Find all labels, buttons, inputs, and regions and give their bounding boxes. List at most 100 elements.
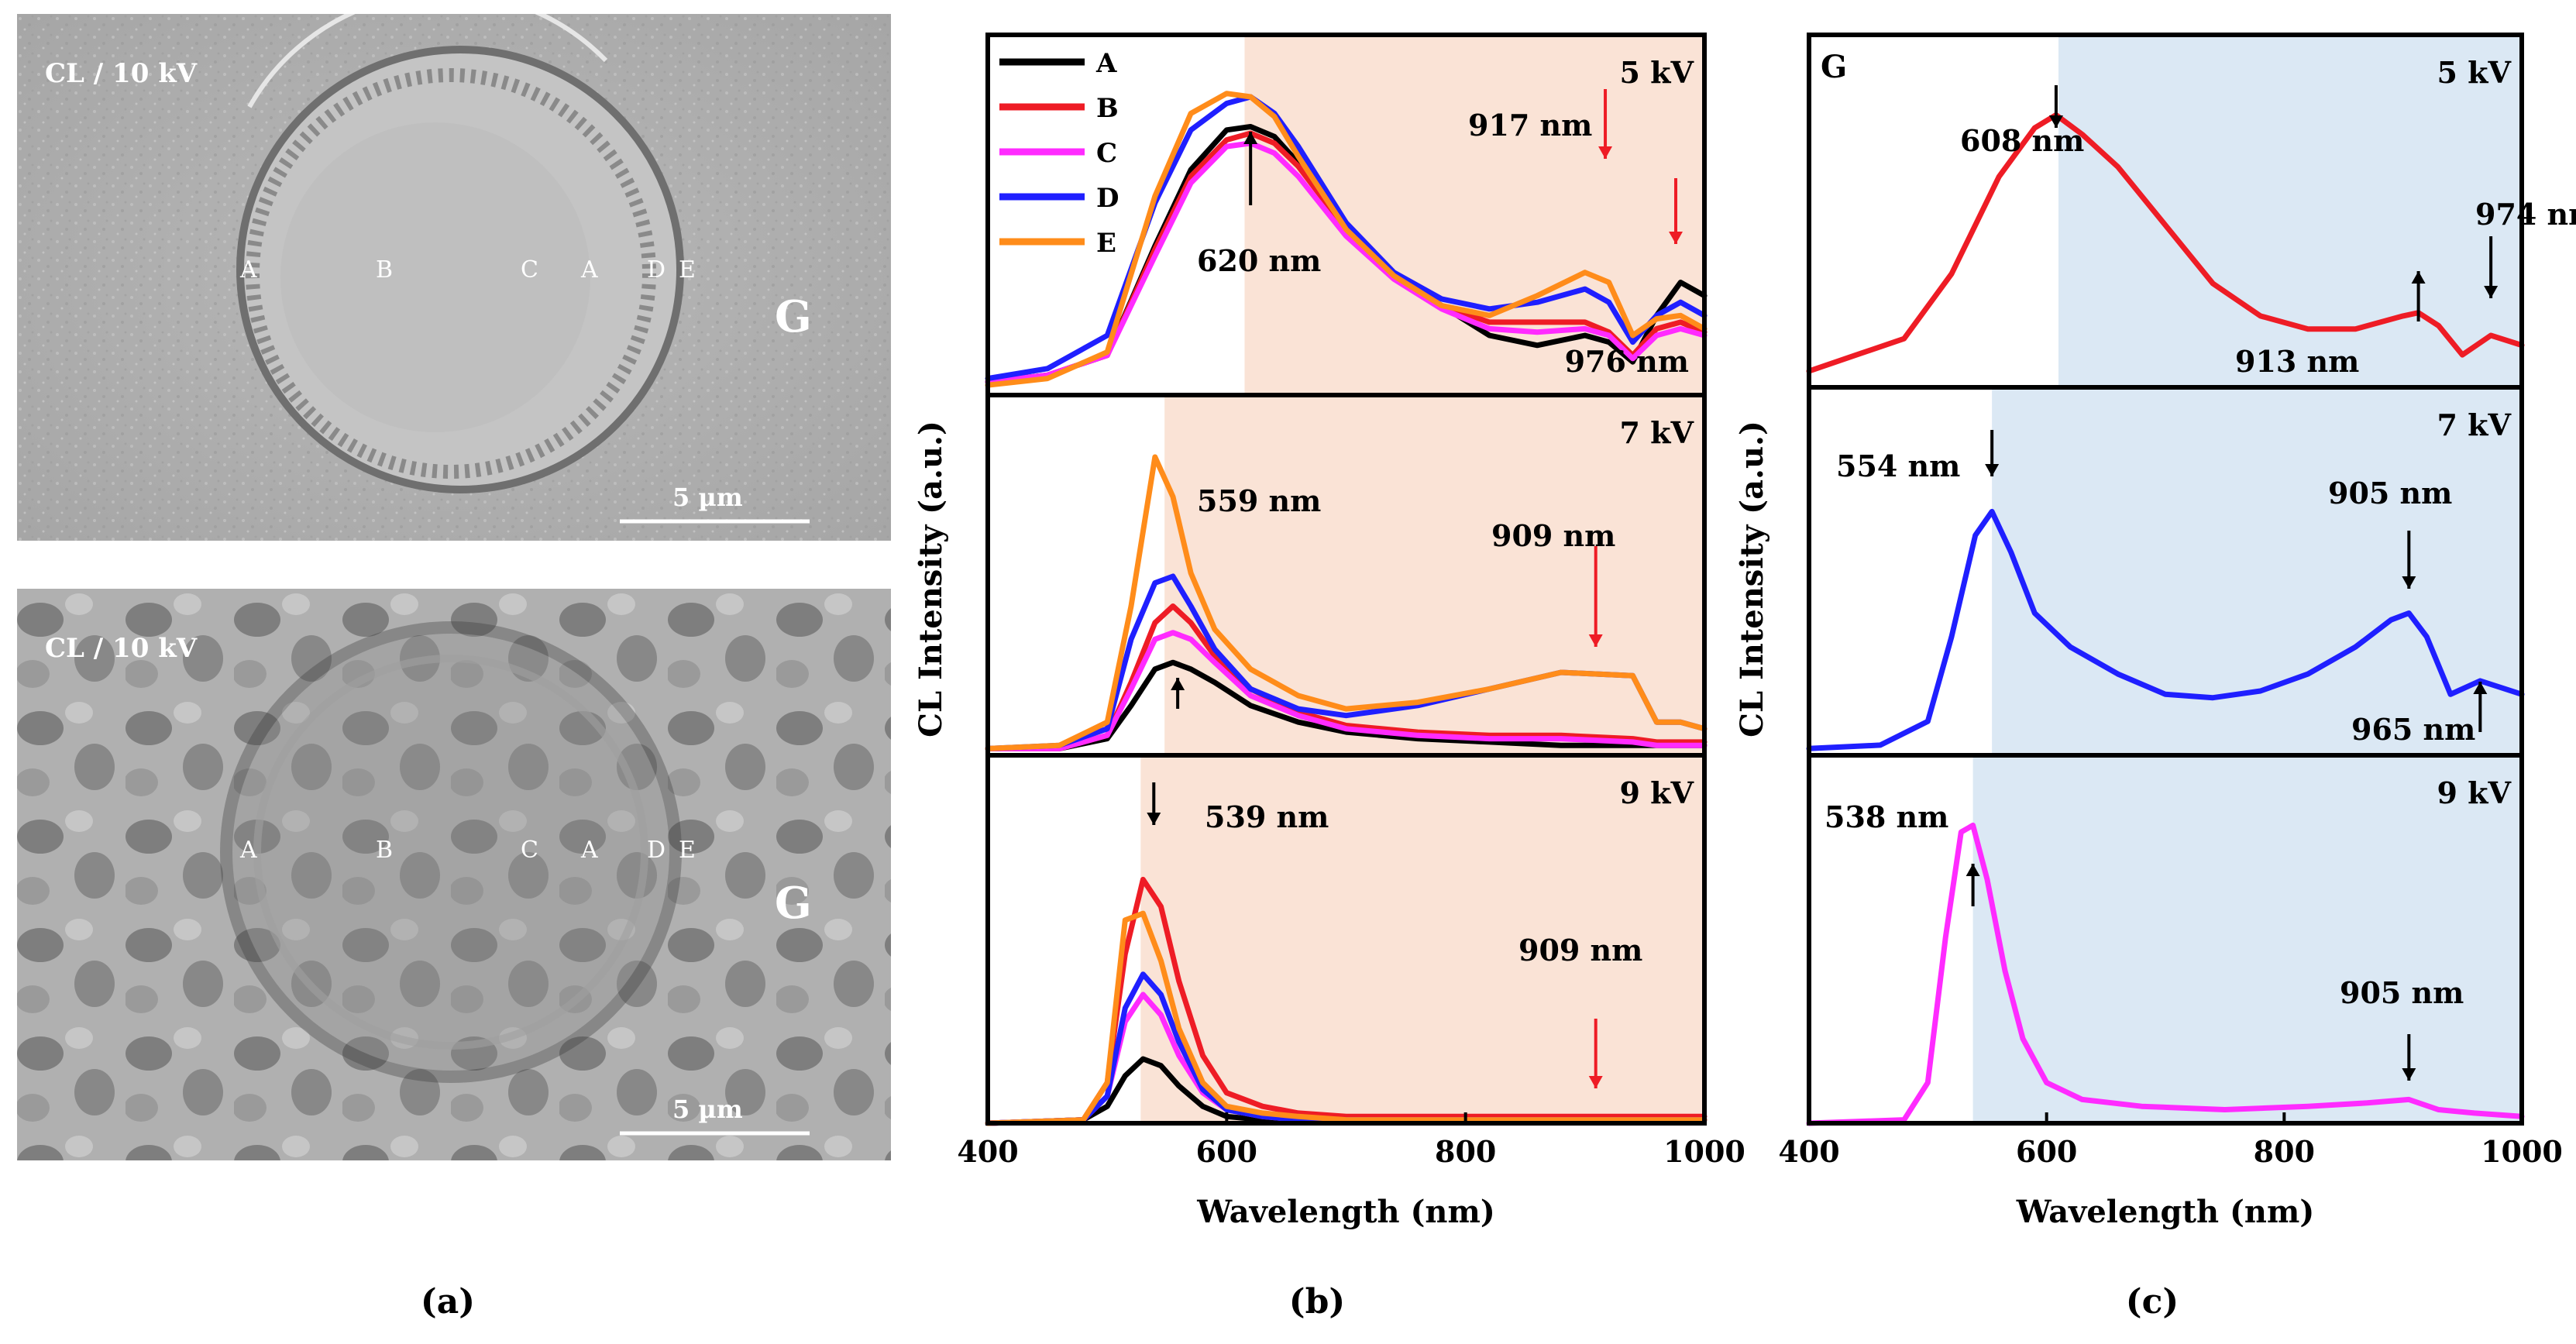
series-G [1806,822,2525,1126]
sem-image-top [17,14,891,541]
shaded-region [1992,387,2522,755]
panel-b-xtick-label-1000: 1000 [1663,1134,1745,1169]
shaded-region [2058,35,2522,387]
voltage-label: 9 kV [2437,775,2512,810]
sem-top-point-A: A [239,256,257,284]
legend-label-C: C [1096,138,1117,169]
legend-label-E: E [1096,228,1116,259]
sem-top-point-A: A [580,256,598,284]
panel-b-subplot-5-kV: 5 kV 620 nm 917 nm 976 nm [985,33,1708,397]
panel-c-subplot-7-kV: 7 kV 554 nm 905 nm 965 nm [1806,385,2525,758]
sem-bottom-region-label: G [775,878,812,929]
panel-c-xtick-label-1000: 1000 [2481,1134,2563,1169]
voltage-label: 5 kV [2437,55,2512,90]
arrow-head [2473,682,2488,694]
panel-c-region-label: G [1821,49,1847,85]
series-A [985,659,1708,751]
arrow-head [1588,1076,1603,1088]
voltage-label: 9 kV [1620,775,1695,810]
arrow-head [1588,634,1603,647]
arrow-head [1147,813,1161,825]
series-C [985,630,1708,751]
peak-label-917nm: 917 nm [1468,108,1592,143]
sem-top-region-label: G [775,291,812,342]
sem-top-point-D: D [647,256,665,284]
peak-label-909nm: 909 nm [1518,933,1642,968]
series-E [985,91,1708,388]
voltage-label: 5 kV [1620,55,1695,90]
voltage-label: 7 kV [2437,407,2512,442]
peak-label-608nm: 608 nm [1960,123,2084,158]
arrow-head [1985,464,2000,476]
panel-b-ylabel: CL Intensity (a.u.) [913,421,949,737]
peak-label-909nm: 909 nm [1491,518,1615,553]
sem-bottom-label: CL / 10 kV [45,633,198,664]
peak-label-905nm: 905 nm [2340,975,2464,1010]
plot-frame [1807,753,2524,1126]
legend-label-D: D [1096,183,1119,214]
peak-label-554nm: 554 nm [1836,449,1960,483]
sem-bottom-scale-label: 5 µm [672,1095,743,1124]
arrow-head [1171,678,1185,690]
arrow-head [1598,146,1613,159]
sem-top-point-E: E [679,256,696,284]
panel-c-xtick-label-800: 800 [2254,1134,2315,1169]
arrow-head [2484,286,2499,298]
panel-b-xtick-label-400: 400 [957,1134,1018,1169]
arrow-head [2402,576,2416,589]
panel-c-xlabel: Wavelength (nm) [2016,1194,2315,1230]
sem-top-point-C: C [521,256,538,284]
legend-label-B: B [1096,93,1119,124]
shaded-region [1140,755,1704,1123]
series-E [985,910,1708,1126]
arrow-head [1243,132,1258,144]
sem-bottom-point-B: B [376,837,393,864]
panel-c-subplot-5-kV: 5 kV 608 nm 974 nm 913 nm [1806,33,2576,390]
series-G [1806,112,2525,374]
sem-top-scale-label: 5 µm [672,483,743,512]
peak-label-539nm: 539 nm [1205,799,1329,834]
series-C [985,140,1708,385]
sem-bottom-point-A: A [580,837,598,864]
legend-label-A: A [1095,48,1117,79]
sem-image-bottom [17,589,891,1160]
arrow-head [2402,1068,2416,1081]
sem-top-label: CL / 10 kV [45,58,198,89]
panel-b-subplot-9-kV: 9 kV 539 nm 909 nm [985,753,1708,1126]
panel-b-xtick-label-800: 800 [1435,1134,1496,1169]
caption-b: (b) [1288,1282,1346,1322]
peak-label-559nm: 559 nm [1197,483,1321,518]
series-G [1806,508,2525,751]
panel-b-subplot-7-kV: 7 kV 559 nm 909 nm [985,393,1708,758]
sem-bottom-point-D: D [647,837,665,864]
sem-bottom-point-E: E [679,837,696,864]
sem-bottom-point-C: C [521,837,538,864]
plot-frame [985,753,1707,1126]
peak-label-905nm: 905 nm [2328,476,2452,510]
voltage-label: 7 kV [1620,415,1695,450]
peak-label-913nm: 913 nm [2235,344,2359,379]
arrow-head [1669,232,1683,244]
peak-label-974nm: 974 nm [2475,197,2576,232]
panel-c-ylabel: CL Intensity (a.u.) [1734,421,1770,737]
caption-c: (c) [2125,1282,2179,1322]
sem-top-point-B: B [376,256,393,284]
sem-bottom-point-A: A [239,837,257,864]
series-E [985,454,1708,751]
panel-c-xtick-label-400: 400 [1778,1134,1839,1169]
caption-a: (a) [420,1282,476,1322]
peak-label-538nm: 538 nm [1825,799,1948,834]
peak-label-620nm: 620 nm [1197,243,1321,278]
arrow-head [1966,864,1980,876]
arrow-head [2048,115,2063,128]
panel-c-subplot-9-kV: 9 kV 538 nm 905 nm [1806,753,2525,1126]
panel-c-xtick-label-600: 600 [2016,1134,2077,1169]
arrow-head [2411,271,2426,284]
shaded-region [1972,755,2522,1123]
panel-b-xtick-label-600: 600 [1196,1134,1257,1169]
series-D [985,94,1708,382]
panel-b-xlabel: Wavelength (nm) [1196,1194,1495,1230]
peak-label-965nm: 965 nm [2351,712,2475,747]
peak-label-976nm: 976 nm [1565,344,1689,379]
